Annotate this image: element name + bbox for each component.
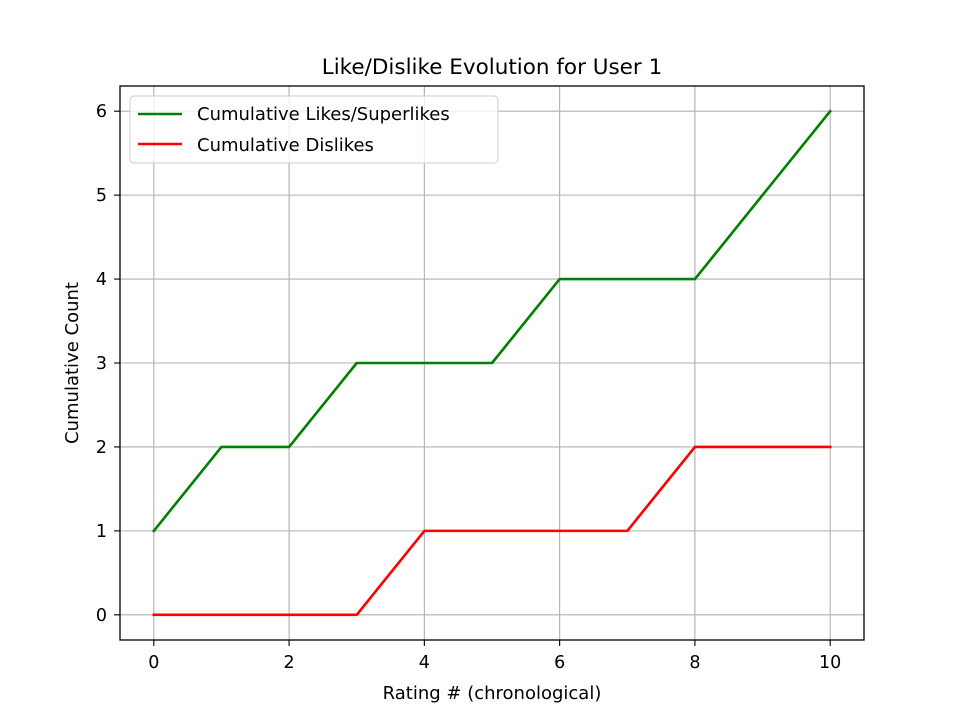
y-tick-label: 5 [96,186,107,206]
x-tick-label: 10 [819,653,841,673]
y-tick-label: 2 [96,438,107,458]
legend-label-dislikes: Cumulative Dislikes [197,135,374,156]
x-axis-ticks: 0 2 4 6 8 10 [148,640,841,673]
series-line-1 [152,445,832,617]
x-axis-label: Rating # (chronological) [383,683,602,704]
y-tick-label: 3 [96,354,107,374]
y-tick-label: 1 [96,522,107,542]
legend: Cumulative Likes/Superlikes Cumulative D… [129,95,499,164]
series-line-0 [151,109,833,533]
series-lines [151,109,833,617]
legend-label-likes: Cumulative Likes/Superlikes [197,104,450,125]
x-tick-label: 6 [554,653,565,673]
y-axis-label: Cumulative Count [62,282,83,444]
y-tick-label: 6 [96,102,107,122]
x-tick-label: 8 [689,653,700,673]
y-tick-label: 4 [96,270,107,290]
x-tick-label: 0 [148,653,159,673]
x-tick-label: 4 [419,653,430,673]
x-tick-label: 2 [284,653,295,673]
y-tick-label: 0 [96,606,107,626]
chart-title: Like/Dislike Evolution for User 1 [322,55,663,80]
y-axis-ticks: 0 1 2 3 4 5 6 [96,102,120,626]
legend-box [129,95,499,164]
